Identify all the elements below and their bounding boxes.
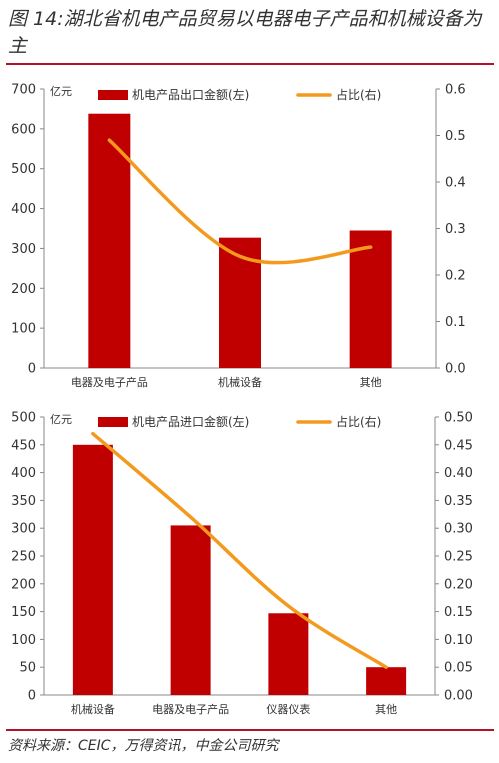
x-tick-label: 其他 [360, 376, 382, 389]
left-tick-label: 400 [11, 466, 36, 481]
right-tick-label: 0.15 [444, 605, 473, 620]
right-tick-label: 0.30 [444, 522, 473, 537]
left-tick-label: 300 [11, 522, 36, 537]
bar-3 [349, 230, 392, 368]
right-tick-label: 0.5 [445, 129, 466, 144]
x-tick-label: 其他 [375, 703, 397, 716]
y-axis-unit-label: 亿元 [50, 85, 72, 98]
x-tick-label: 仪器仪表 [266, 702, 310, 716]
left-tick-label: 0 [28, 689, 36, 704]
bar-1 [88, 113, 131, 368]
x-tick-label: 电器及电子产品 [71, 375, 148, 389]
bar-4 [366, 667, 407, 695]
legend-bar-label: 机电产品出口金额(左) [132, 87, 249, 102]
share-line-point [91, 432, 95, 436]
figure-title: 图 14:湖北省机电产品贸易以电器电子产品和机械设备为主 [8, 8, 482, 57]
right-tick-label: 0.00 [444, 689, 473, 704]
source-note: 资料来源：CEIC，万得资讯，中金公司研究 [8, 738, 279, 754]
legend-bar-swatch [98, 90, 128, 100]
share-line-point [286, 604, 290, 608]
right-tick-label: 0.40 [444, 466, 473, 481]
right-tick-label: 0.35 [444, 494, 473, 509]
bar-3 [268, 613, 309, 695]
right-tick-label: 0.10 [444, 633, 473, 648]
share-line-point [369, 245, 373, 249]
bar-1 [72, 444, 113, 695]
bar-2 [170, 525, 211, 695]
export-chart: 0 100 200 300 400 500 600 700 0.0 0.1 0.2 0.3 0.4 0.5… [11, 83, 466, 390]
right-tick-label: 0.05 [444, 661, 473, 676]
left-tick-label: 450 [11, 438, 36, 453]
right-tick-label: 0.4 [445, 176, 466, 191]
left-tick-label: 200 [11, 282, 36, 297]
y-axis-unit-label: 亿元 [50, 413, 72, 426]
left-tick-label: 0 [28, 362, 36, 377]
left-tick-label: 150 [11, 605, 36, 620]
left-tick-label: 700 [11, 83, 36, 98]
title-rule [6, 63, 494, 65]
left-tick-label: 100 [11, 322, 36, 337]
import-chart: 0 50 100 150 200 250 300 350 400 450 500 0.00 0.05 0.… [11, 411, 473, 717]
share-line-point [107, 138, 111, 142]
left-tick-label: 250 [11, 550, 36, 565]
share-line-point [384, 665, 388, 669]
left-tick-label: 500 [11, 162, 36, 177]
x-tick-label: 机械设备 [71, 702, 115, 716]
left-tick-label: 600 [11, 122, 36, 137]
legend-line-label: 占比(右) [336, 414, 381, 429]
right-tick-label: 0.50 [444, 411, 473, 426]
right-tick-label: 0.1 [445, 315, 466, 330]
share-line [91, 431, 388, 669]
left-tick-label: 100 [11, 633, 36, 648]
legend-bar-label: 机电产品进口金额(左) [132, 414, 249, 429]
left-tick-label: 300 [11, 242, 36, 257]
source-rule [6, 729, 494, 731]
left-tick-label: 200 [11, 577, 36, 592]
left-tick-label: 400 [11, 202, 36, 217]
legend-bar-swatch [98, 417, 128, 427]
right-tick-label: 0.0 [445, 362, 466, 377]
right-tick-label: 0.3 [445, 222, 466, 237]
left-tick-label: 500 [11, 411, 36, 426]
legend-line-label: 占比(右) [336, 87, 381, 102]
share-line-point [238, 254, 242, 258]
left-tick-label: 50 [19, 661, 36, 676]
share-line-point [189, 515, 193, 519]
left-tick-label: 350 [11, 494, 36, 509]
right-tick-label: 0.20 [444, 577, 473, 592]
x-tick-label: 电器及电子产品 [152, 702, 229, 716]
right-tick-label: 0.25 [444, 550, 473, 565]
right-tick-label: 0.45 [444, 438, 473, 453]
right-tick-label: 0.2 [445, 269, 466, 284]
right-tick-label: 0.6 [445, 83, 466, 98]
x-tick-label: 机械设备 [218, 375, 262, 389]
